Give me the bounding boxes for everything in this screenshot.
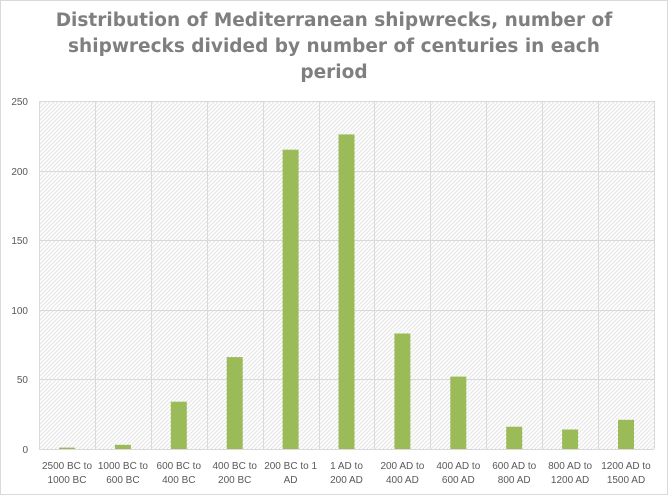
x-tick-label-8-line-1: 600 AD to <box>492 461 536 472</box>
x-tick-label-10-line-1: 1200 AD to <box>601 461 651 472</box>
x-tick-label-3-line-2: 200 BC <box>218 475 251 486</box>
y-tick-label-250: 250 <box>11 97 28 108</box>
chart-title-line-1: Distribution of Mediterranean shipwrecks… <box>55 10 613 31</box>
x-tick-label-7-line-1: 400 AD to <box>436 461 480 472</box>
bar-2 <box>170 401 187 449</box>
x-tick-label-3-line-1: 400 BC to <box>212 461 257 472</box>
chart-title-line-3: period <box>300 62 368 83</box>
y-tick-label-0: 0 <box>22 445 28 456</box>
bars <box>59 134 634 449</box>
bar-0 <box>59 447 75 449</box>
x-tick-label-1-line-1: 1000 BC to <box>98 461 148 472</box>
x-tick-label-0-line-2: 1000 BC <box>48 475 87 486</box>
bar-8 <box>506 426 523 449</box>
x-tick-label-10-line-2: 1500 AD <box>607 475 645 486</box>
bar-7 <box>450 376 467 449</box>
x-tick-label-2-line-1: 600 BC to <box>157 461 202 472</box>
y-axis-labels: 0 50 100 150 200 250 <box>11 97 28 456</box>
chart-title: Distribution of Mediterranean shipwrecks… <box>0 8 668 86</box>
x-tick-label-2-line-2: 400 BC <box>162 475 195 486</box>
y-tick-label-200: 200 <box>11 167 28 178</box>
y-tick-label-100: 100 <box>11 306 28 317</box>
bar-6 <box>394 333 411 449</box>
bar-5 <box>338 134 355 449</box>
x-tick-label-4-line-1: 200 BC to 1 <box>264 461 317 472</box>
x-tick-label-9-line-1: 800 AD to <box>548 461 592 472</box>
y-tick-label-150: 150 <box>11 236 28 247</box>
x-tick-label-5-line-2: 200 AD <box>330 475 363 486</box>
bar-10 <box>618 419 634 449</box>
x-tick-label-7-line-2: 600 AD <box>442 475 475 486</box>
chart-title-line-2: shipwrecks divided by number of centurie… <box>68 36 600 57</box>
bar-3 <box>226 357 243 449</box>
x-tick-label-8-line-2: 800 AD <box>498 475 531 486</box>
x-tick-label-0-line-1: 2500 BC to <box>42 461 92 472</box>
x-tick-label-9-line-2: 1200 AD <box>551 475 589 486</box>
bar-4 <box>282 149 299 449</box>
x-tick-label-6-line-1: 200 AD to <box>380 461 424 472</box>
bar-9 <box>562 429 579 449</box>
x-tick-label-1-line-2: 600 BC <box>106 475 139 486</box>
bar-1 <box>114 444 131 449</box>
y-tick-label-50: 50 <box>17 375 29 386</box>
x-tick-label-6-line-2: 400 AD <box>386 475 419 486</box>
x-axis-labels: 2500 BC to 1000 BC 1000 BC to 600 BC 600 BC … <box>42 461 651 486</box>
x-tick-label-5-line-1: 1 AD to <box>330 461 363 472</box>
x-tick-label-4-line-2: AD <box>284 475 298 486</box>
